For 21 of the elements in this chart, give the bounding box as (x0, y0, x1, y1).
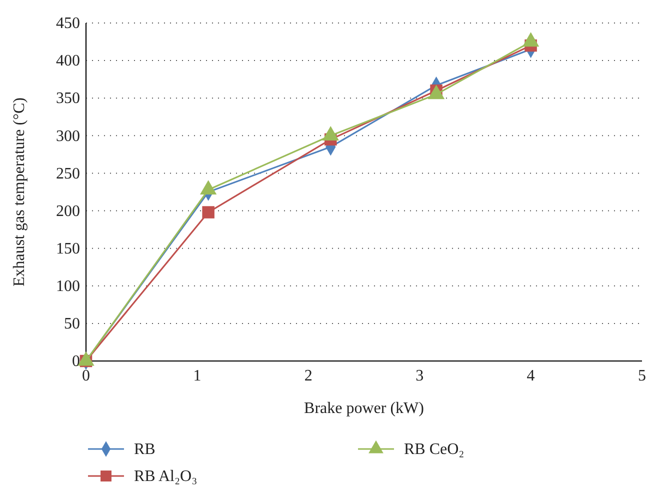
x-tick-label: 3 (416, 367, 424, 384)
y-tick-label: 300 (56, 128, 80, 145)
y-tick-label: 450 (56, 15, 80, 32)
x-tick-label: 1 (193, 367, 202, 384)
legend-label: RB Al₂O₃ (134, 468, 198, 485)
point (202, 206, 214, 218)
x-axis-title: Brake power (kW) (304, 400, 424, 417)
x-tick-label: 5 (638, 367, 646, 384)
y-tick-label: 200 (56, 202, 80, 220)
legend-label: RB (134, 441, 156, 458)
x-tick-label: 2 (304, 367, 312, 384)
y-tick-label: 100 (56, 278, 80, 296)
y-tick-label: 350 (56, 90, 80, 108)
y-tick-label: 400 (56, 52, 80, 70)
y-tick-label: 50 (64, 316, 80, 333)
y-tick-label: 250 (56, 165, 80, 182)
y-axis-title: Exhaust gas temperature (°C) (11, 98, 28, 286)
y-tick-label: 150 (56, 240, 80, 258)
y-tick-label: 0 (72, 353, 80, 370)
x-tick-label: 4 (526, 367, 535, 384)
legend-label: RB CeO₂ (404, 441, 464, 458)
